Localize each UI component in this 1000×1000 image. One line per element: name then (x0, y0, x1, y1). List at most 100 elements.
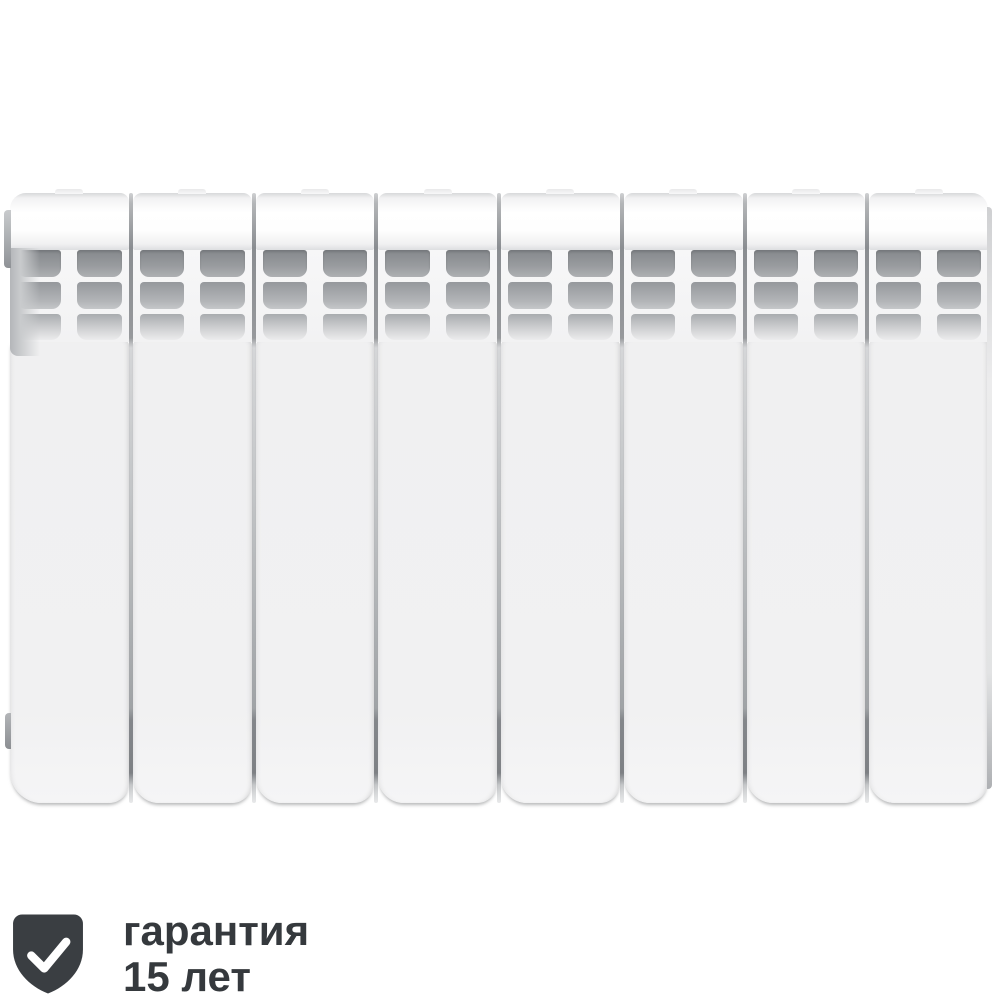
section-air-vents (378, 250, 497, 342)
vent-column-left (630, 250, 676, 342)
section-air-vents (255, 250, 375, 342)
vent-column-right (445, 250, 490, 342)
vent-divider (921, 250, 937, 342)
section-air-vents (132, 250, 252, 342)
section-air-vents (10, 248, 129, 356)
section-top-cap (746, 189, 866, 250)
vent-opening (262, 250, 307, 277)
radiator (4, 189, 992, 803)
vent-opening (936, 314, 981, 340)
vent-opening (200, 314, 245, 340)
vent-opening (508, 282, 553, 309)
section-joint (619, 193, 624, 803)
section-air-vents (746, 250, 866, 342)
vent-opening (568, 282, 613, 309)
vent-divider (61, 250, 77, 342)
section-panel (501, 341, 620, 803)
cap-tab (55, 189, 84, 194)
vent-opening (139, 282, 185, 309)
vent-opening (262, 282, 307, 309)
vent-column-right (691, 250, 736, 342)
radiator-section (623, 189, 743, 803)
radiator-section (132, 189, 252, 803)
vent-opening (813, 250, 859, 277)
vent-column-right (200, 250, 245, 342)
vent-opening (508, 314, 553, 340)
vent-column-right (813, 250, 859, 342)
vent-column-right (322, 250, 368, 342)
section-panel (10, 341, 129, 803)
vent-opening (630, 250, 676, 277)
vent-column-right (936, 250, 981, 342)
vent-divider (430, 250, 446, 342)
radiator-section (4, 189, 129, 803)
vent-opening (630, 314, 676, 340)
vent-opening (322, 282, 368, 309)
warranty-text-line2: 15 лет (123, 953, 251, 1000)
vent-opening (445, 250, 490, 277)
vent-opening (200, 250, 245, 277)
section-top-cap (378, 189, 497, 250)
section-joint (374, 193, 379, 803)
section-top-cap (623, 189, 743, 250)
section-panel (132, 341, 252, 803)
vent-opening (936, 282, 981, 309)
section-top-cap (132, 189, 252, 250)
section-top-cap (255, 189, 375, 250)
vent-column-right (77, 250, 122, 342)
vent-opening (876, 250, 921, 277)
radiator-section (255, 189, 375, 803)
vent-opening (445, 314, 490, 340)
vent-divider (552, 250, 568, 342)
section-panel (623, 341, 743, 803)
vent-opening (77, 282, 122, 309)
shield-check-icon (13, 914, 83, 994)
vent-opening (17, 282, 62, 309)
vent-opening (139, 250, 185, 277)
cap-tab (914, 189, 943, 194)
vent-column-right (568, 250, 613, 342)
vent-column-left (17, 250, 62, 342)
vent-opening (508, 250, 553, 277)
cap-tab (423, 189, 452, 194)
section-top-cap (501, 189, 620, 250)
vent-opening (385, 282, 430, 309)
section-air-vents (501, 250, 620, 342)
section-panel (746, 341, 866, 803)
vent-opening (568, 314, 613, 340)
vent-column-left (139, 250, 185, 342)
vent-opening (77, 314, 122, 340)
vent-opening (77, 250, 122, 277)
warranty-text-line1: гарантия (123, 907, 310, 954)
cap-tab (669, 189, 698, 194)
section-joint (128, 193, 133, 803)
cap-tab (178, 189, 207, 194)
cap-tab (791, 189, 820, 194)
section-air-vents (869, 250, 988, 342)
vent-opening (630, 282, 676, 309)
vent-opening (17, 250, 62, 277)
section-joint (865, 193, 870, 803)
vent-opening (17, 314, 62, 340)
radiator-section (501, 189, 620, 803)
vent-column-left (876, 250, 921, 342)
vent-opening (813, 282, 859, 309)
vent-opening (262, 314, 307, 340)
vent-opening (385, 314, 430, 340)
vent-opening (385, 250, 430, 277)
vent-opening (691, 282, 736, 309)
warranty-badge: гарантия 15 лет (10, 908, 309, 1000)
section-panel (378, 341, 497, 803)
vent-opening (876, 282, 921, 309)
vent-opening (876, 314, 921, 340)
vent-opening (322, 250, 368, 277)
warranty-text: гарантия 15 лет (123, 908, 309, 1000)
vent-column-left (508, 250, 553, 342)
vent-opening (445, 282, 490, 309)
section-joint (742, 193, 747, 803)
vent-column-left (262, 250, 307, 342)
vent-divider (675, 250, 691, 342)
vent-divider (307, 250, 323, 342)
vent-column-left (385, 250, 430, 342)
